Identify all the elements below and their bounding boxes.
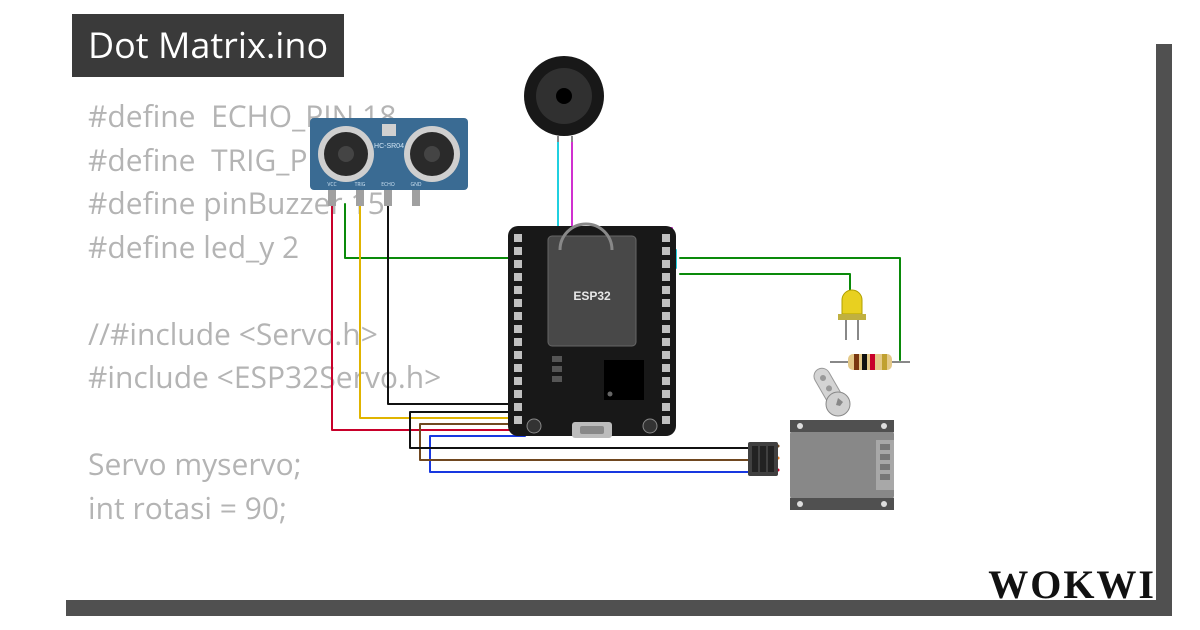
file-title-badge: Dot Matrix.ino <box>72 14 344 77</box>
code-preview: #define ECHO_PIN 18 #define TRIG_PIN 5 #… <box>88 94 441 529</box>
wokwi-logo: WOKWI <box>988 561 1156 608</box>
